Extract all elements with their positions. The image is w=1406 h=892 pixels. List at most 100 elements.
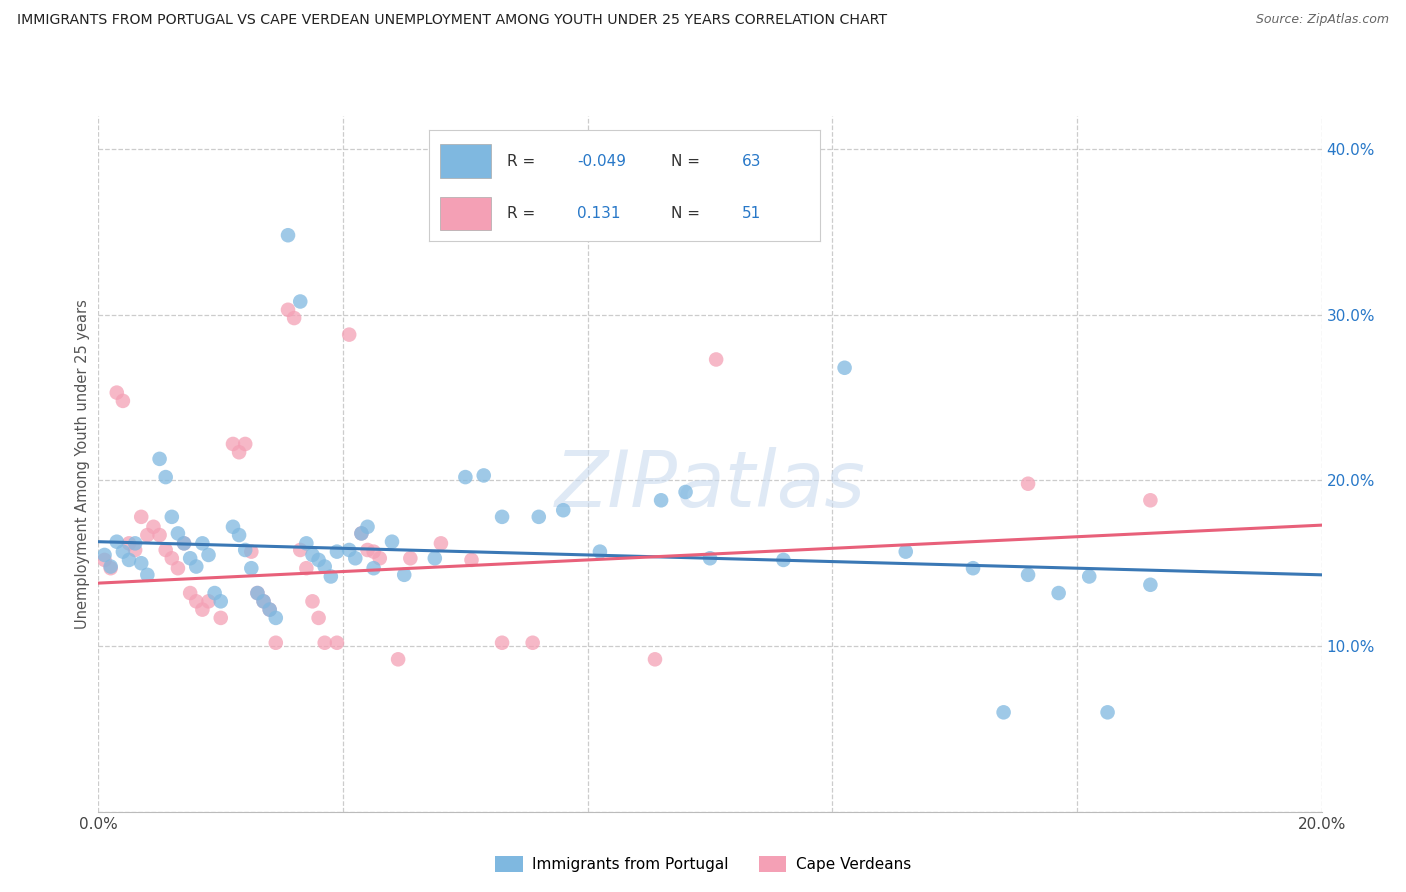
Point [246,586,269,600]
Point [240,561,263,575]
Legend: Immigrants from Portugal, Cape Verdeans: Immigrants from Portugal, Cape Verdeans [488,848,918,880]
Point [222,437,245,451]
Text: Source: ZipAtlas.com: Source: ZipAtlas.com [1256,13,1389,27]
Point [392,567,416,582]
Point [527,509,550,524]
Point [491,636,513,650]
Point [142,520,165,534]
Point [167,526,190,541]
Point [344,551,367,566]
Point [197,548,219,562]
Point [118,536,141,550]
Point [363,561,385,575]
Point [460,553,482,567]
Point [191,536,214,550]
Point [319,569,342,583]
Point [129,556,152,570]
Point [93,553,115,567]
Point [111,544,134,558]
Point [149,451,172,466]
Point [173,536,195,550]
Point [337,543,360,558]
Point [283,311,305,326]
Point [209,594,232,608]
Point [118,553,141,567]
Text: IMMIGRANTS FROM PORTUGAL VS CAPE VERDEAN UNEMPLOYMENT AMONG YOUTH UNDER 25 YEARS: IMMIGRANTS FROM PORTUGAL VS CAPE VERDEAN… [17,13,887,28]
Point [314,636,336,650]
Point [295,536,318,550]
Y-axis label: Unemployment Among Youth under 25 years: Unemployment Among Youth under 25 years [75,299,90,629]
Point [264,611,287,625]
Point [246,586,269,600]
Point [894,544,917,558]
Point [252,594,274,608]
Point [301,594,323,608]
Point [430,536,453,550]
Point [387,652,409,666]
Point [124,536,146,550]
Point [337,327,360,342]
Point [454,470,477,484]
Point [160,551,183,566]
Point [129,509,152,524]
Point [179,551,201,566]
Point [191,602,214,616]
Point [124,543,146,558]
Point [699,551,721,566]
Point [356,520,378,534]
Point [350,526,373,541]
Point [1139,578,1161,592]
Point [277,228,299,243]
Point [100,561,122,575]
Point [136,567,159,582]
Point [155,543,177,558]
Point [209,611,232,625]
Point [650,493,672,508]
Point [105,385,128,400]
Point [160,509,183,524]
Point [100,559,122,574]
Point [149,528,172,542]
Point [259,602,281,616]
Point [155,470,177,484]
Point [186,559,208,574]
Point [228,528,250,542]
Point [197,594,219,608]
Point [308,553,330,567]
Point [301,548,323,562]
Point [356,543,378,558]
Point [179,586,201,600]
Point [136,528,159,542]
Point [675,485,697,500]
Point [704,352,727,367]
Point [233,543,256,558]
Point [204,586,226,600]
Point [240,544,263,558]
Point [233,437,256,451]
Point [167,561,190,575]
Point [1097,706,1119,720]
Point [399,551,422,566]
Point [834,360,856,375]
Point [522,636,544,650]
Point [295,561,318,575]
Point [491,509,513,524]
Point [350,526,373,541]
Point [259,602,281,616]
Point [1139,493,1161,508]
Point [1017,567,1039,582]
Point [1078,569,1101,583]
Point [173,536,195,550]
Point [326,636,349,650]
Point [1047,586,1070,600]
Point [326,544,349,558]
Point [962,561,984,575]
Point [222,520,245,534]
Point [228,445,250,459]
Point [423,551,446,566]
Point [363,544,385,558]
Point [264,636,287,650]
Point [993,706,1015,720]
Point [290,294,312,309]
Point [644,652,666,666]
